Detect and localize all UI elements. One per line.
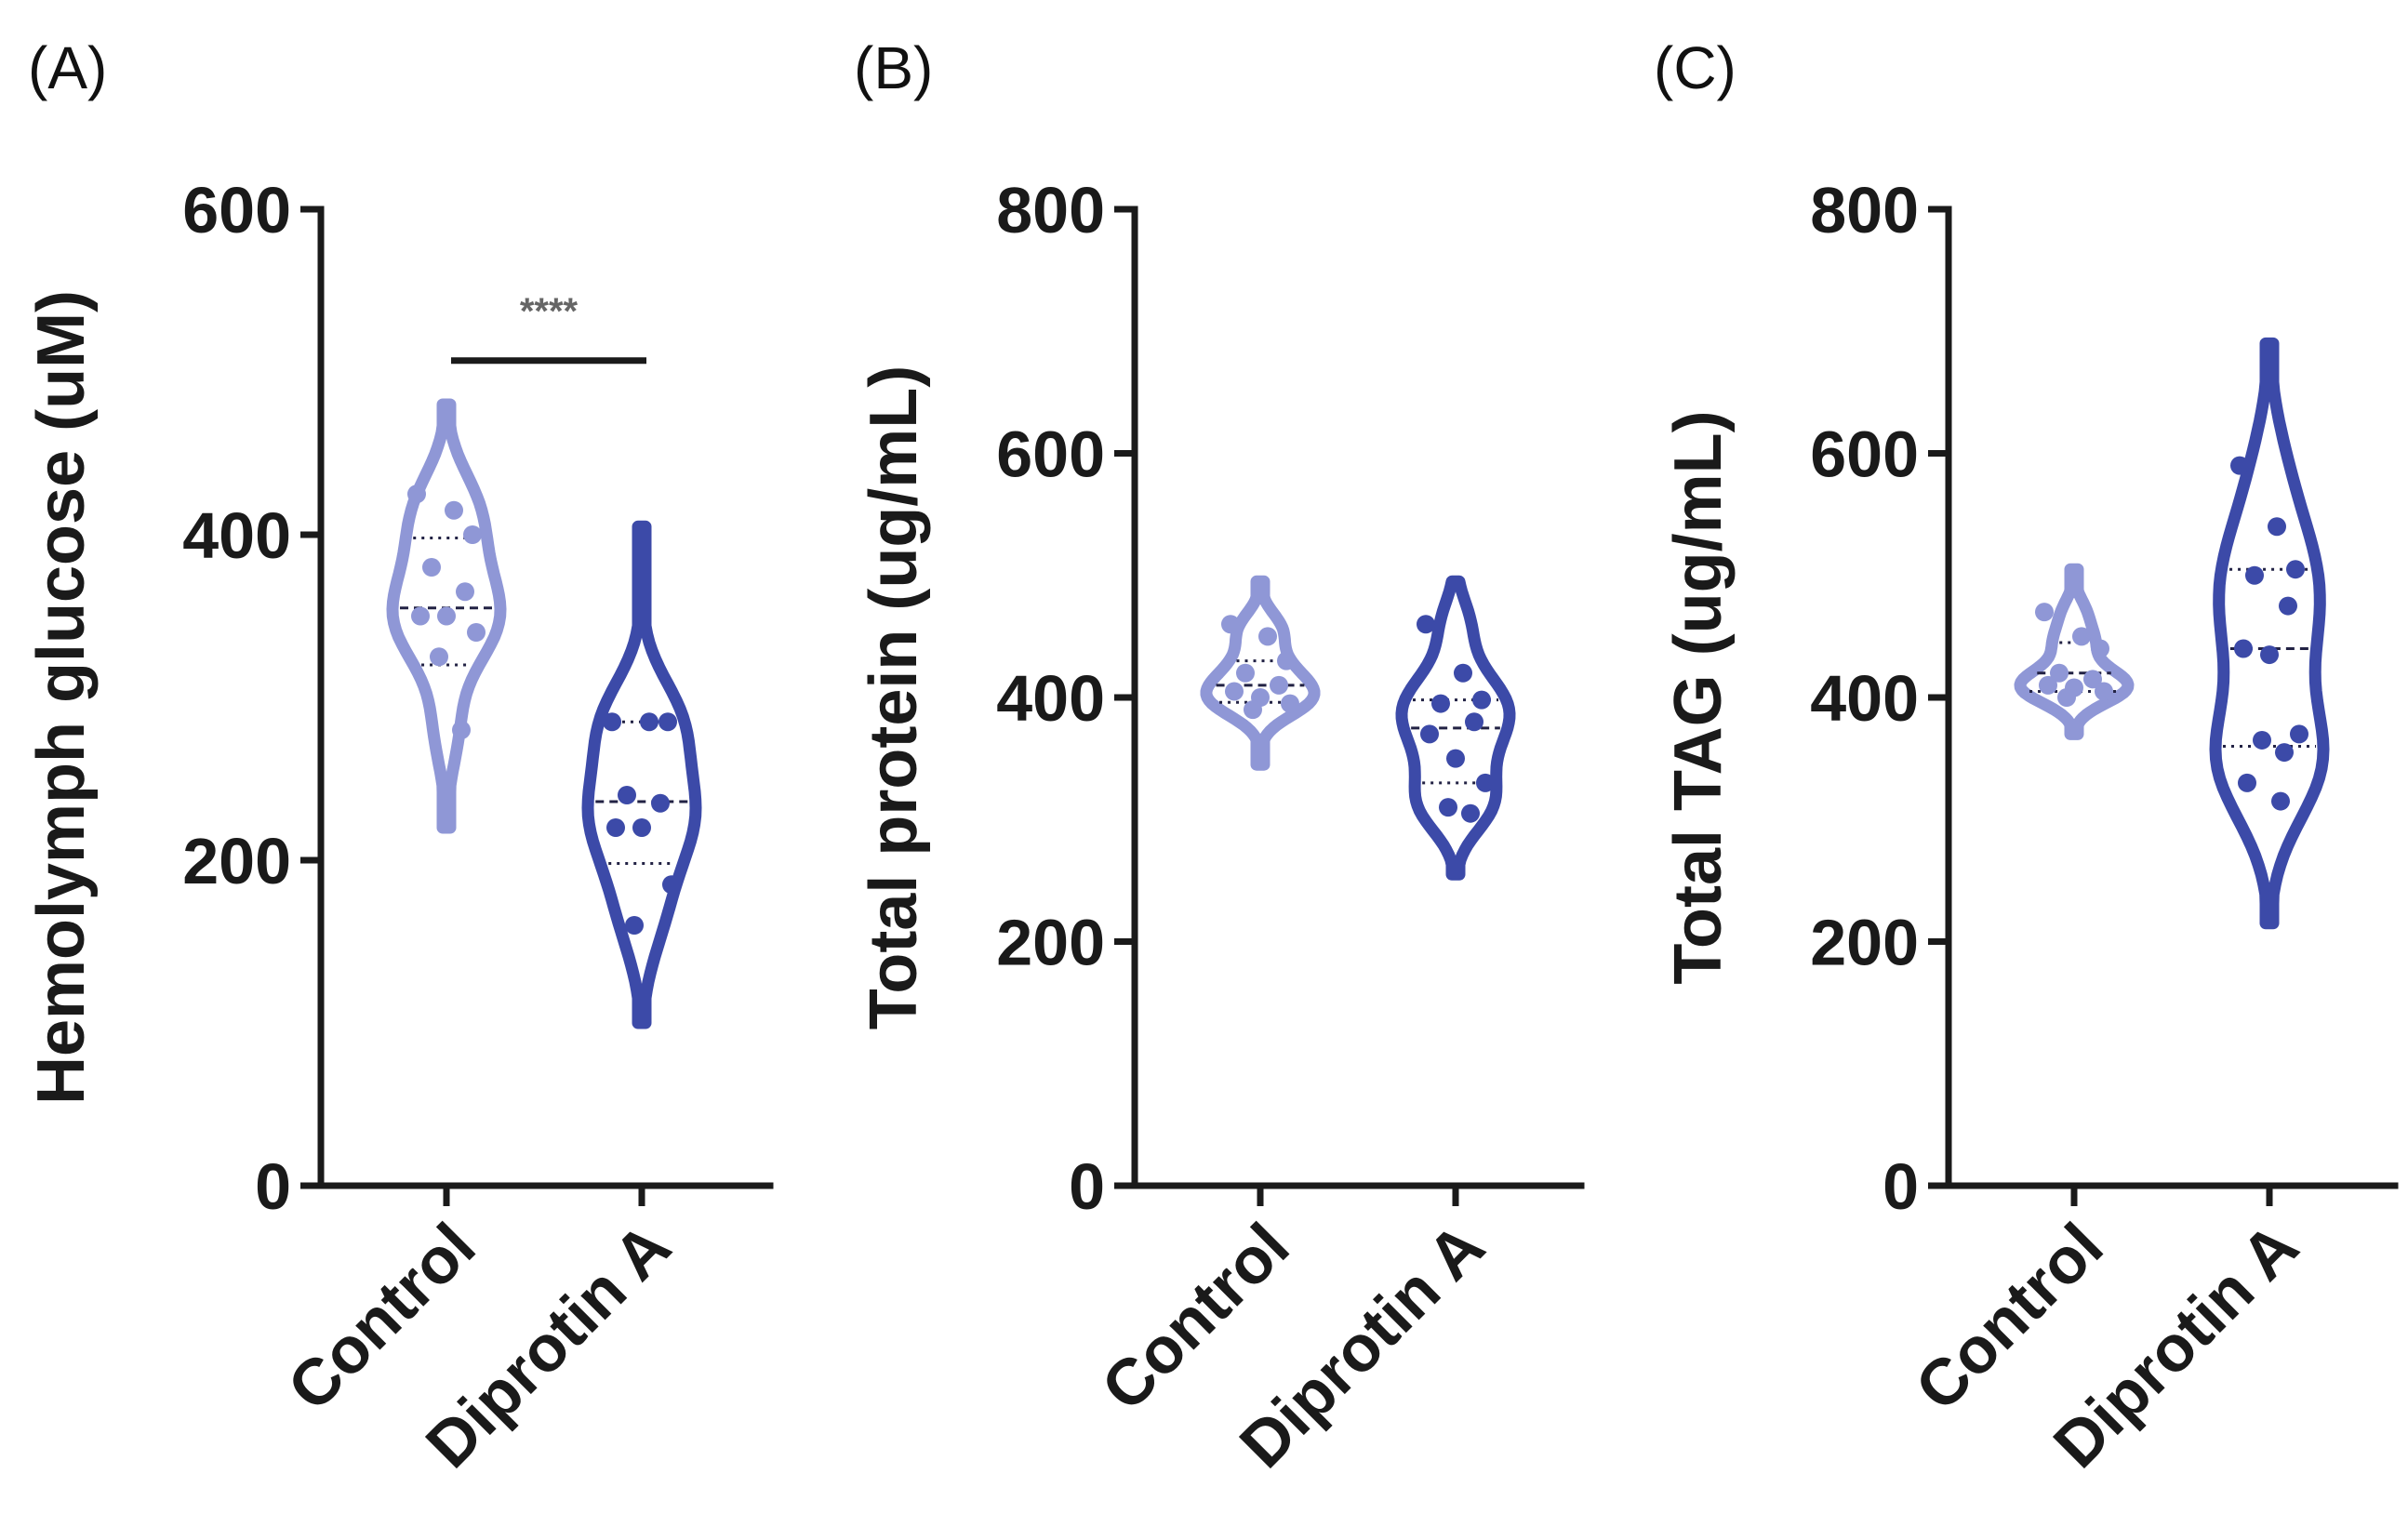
data-point [1225,682,1244,701]
data-point [2072,627,2091,646]
y-tick-label: 0 [1069,1150,1105,1223]
violin-1 [2014,563,2135,740]
y-axis-title: Hemolymph glucose (uM) [24,290,99,1105]
data-point [2091,639,2109,658]
data-point [1236,663,1255,683]
data-point [2057,688,2076,707]
data-point [651,793,670,813]
data-point [1465,712,1483,732]
data-point [463,525,482,544]
y-tick-label: 0 [255,1150,291,1223]
data-point [445,500,463,520]
data-point [2290,724,2308,744]
y-tick-label: 200 [182,825,291,897]
data-point [603,712,621,732]
data-point [662,875,681,895]
y-tick-label: 400 [996,662,1105,735]
data-point [1461,803,1480,823]
data-point [2230,456,2249,475]
violin-2 [581,520,702,1029]
y-tick-label: 400 [182,499,291,572]
panel-letter: (A) [28,34,107,101]
data-point [1446,749,1465,768]
data-point [1439,798,1457,817]
data-point [625,916,644,935]
y-tick-label: 200 [1810,907,1919,979]
data-point [1221,615,1240,634]
data-point [2238,773,2256,792]
data-point [2260,645,2279,665]
data-point [407,485,426,504]
data-point [1244,700,1262,720]
y-tick-label: 200 [996,907,1105,979]
data-point [467,623,486,642]
data-point [1270,675,1288,695]
y-tick-label: 800 [1810,174,1919,246]
data-point [606,818,625,837]
y-tick-label: 400 [1810,662,1919,735]
data-point [456,582,474,602]
data-point [2279,596,2297,616]
data-point [437,606,456,626]
significance-label: **** [520,291,579,332]
y-axis-title: Total protein (ug/mL) [857,365,931,1030]
data-point [1454,663,1472,683]
data-point [1431,694,1450,713]
panel-letter: (C) [1654,34,1736,101]
data-point [1417,615,1435,634]
y-axis-title: Total TAG (ug/mL) [1661,410,1736,984]
data-point [1277,651,1296,670]
data-point [2268,517,2286,537]
data-point [430,647,448,667]
data-point [2050,663,2069,683]
y-tick-label: 600 [182,174,291,246]
panel-letter: (B) [854,34,933,101]
data-point [1472,690,1491,710]
data-point [1420,724,1439,744]
data-point [2234,639,2253,658]
data-point [2275,743,2294,763]
data-point [2039,675,2057,695]
data-point [2253,730,2271,750]
data-point [2083,670,2102,689]
data-point [659,712,677,732]
data-point [2271,791,2290,811]
data-point [2245,565,2264,585]
data-point [452,721,471,739]
data-point [1281,694,1299,713]
y-tick-label: 0 [1882,1150,1919,1223]
y-tick-label: 800 [996,174,1105,246]
violin-1 [1200,575,1321,771]
data-point [640,712,659,732]
data-point [1476,773,1495,792]
y-tick-label: 600 [996,418,1105,491]
data-point [2035,603,2054,622]
data-point [422,558,441,577]
data-point [618,786,636,804]
data-point [2095,682,2113,701]
y-tick-label: 600 [1810,418,1919,491]
data-point [411,606,430,626]
violin-2 [2209,337,2330,930]
data-point [2286,560,2305,579]
data-point [632,818,651,837]
data-point [1258,627,1277,646]
